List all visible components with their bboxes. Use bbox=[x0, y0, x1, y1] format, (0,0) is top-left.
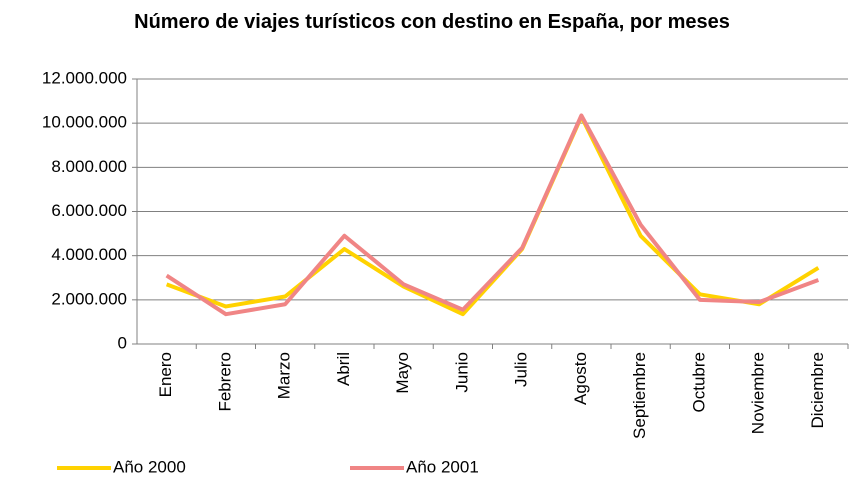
x-tick-label: Septiembre bbox=[630, 352, 649, 439]
x-tick-label: Abril bbox=[334, 352, 353, 386]
x-tick-label: Diciembre bbox=[808, 352, 827, 429]
legend-label: Año 2000 bbox=[113, 457, 186, 476]
y-tick-label: 2.000.000 bbox=[51, 289, 127, 308]
x-tick-label: Mayo bbox=[393, 352, 412, 394]
y-tick-label: 8.000.000 bbox=[51, 157, 127, 176]
y-tick-label: 0 bbox=[118, 333, 127, 352]
x-tick-label: Febrero bbox=[215, 352, 234, 412]
y-tick-label: 12.000.000 bbox=[42, 68, 127, 87]
series-line bbox=[165, 113, 820, 317]
legend-label: Año 2001 bbox=[406, 457, 479, 476]
y-tick-label: 4.000.000 bbox=[51, 245, 127, 264]
series-line bbox=[165, 114, 820, 317]
x-tick-label: Enero bbox=[156, 352, 175, 397]
x-tick-label: Julio bbox=[512, 352, 531, 387]
y-tick-label: 6.000.000 bbox=[51, 201, 127, 220]
x-tick-label: Junio bbox=[452, 352, 471, 393]
x-tick-label: Agosto bbox=[571, 352, 590, 405]
x-tick-label: Octubre bbox=[689, 352, 708, 412]
y-tick-label: 10.000.000 bbox=[42, 113, 127, 132]
x-tick-label: Noviembre bbox=[749, 352, 768, 434]
x-tick-label: Marzo bbox=[275, 352, 294, 399]
chart-title: Número de viajes turísticos con destino … bbox=[134, 11, 730, 33]
